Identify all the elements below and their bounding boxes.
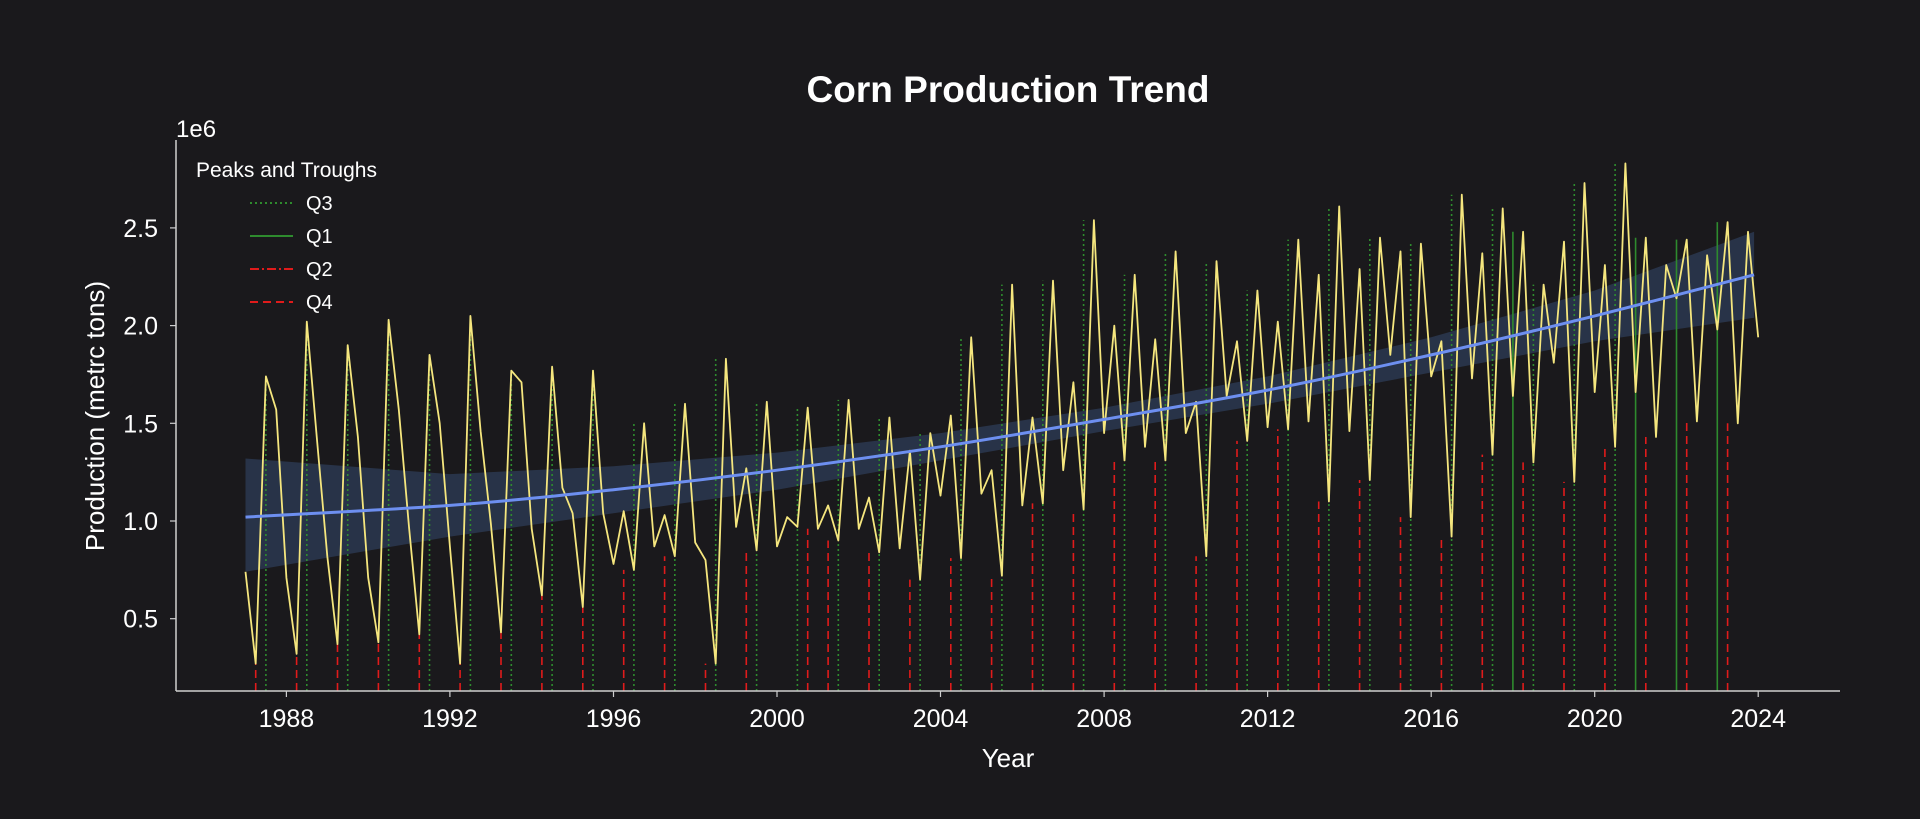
legend-label-q3: Q3 xyxy=(306,193,333,215)
x-tick-label: 2016 xyxy=(1403,705,1459,733)
x-tick-label: 1992 xyxy=(422,705,478,733)
trend-line xyxy=(245,273,1755,519)
legend-label-q4: Q4 xyxy=(306,292,333,314)
trend-line-layer xyxy=(245,273,1755,519)
x-axis-label: Year xyxy=(982,743,1035,773)
confidence-band-layer xyxy=(245,231,1755,572)
chart-title: Corn Production Trend xyxy=(807,69,1210,110)
x-axis-ticks: 1988 1992 1996 2000 2004 2008 2012 2016 2020 2024 xyxy=(259,691,1786,733)
y-tick-label: 1.0 xyxy=(123,508,158,536)
x-tick-label: 1996 xyxy=(586,705,642,733)
x-tick-label: 2012 xyxy=(1240,705,1296,733)
legend: Peaks and Troughs Q3 Q1 Q2 Q4 xyxy=(196,159,377,314)
y-axis-ticks: 0.5 1.0 1.5 2.0 2.5 xyxy=(123,215,176,634)
legend-title: Peaks and Troughs xyxy=(196,159,377,182)
legend-label-q2: Q2 xyxy=(306,259,333,281)
production-series-line xyxy=(244,162,1760,665)
peak-trough-marker-layer xyxy=(254,163,1729,691)
y-tick-label: 2.0 xyxy=(123,313,158,341)
confidence-band xyxy=(245,231,1755,572)
x-tick-label: 2020 xyxy=(1567,705,1623,733)
x-tick-label: 1988 xyxy=(259,705,315,733)
production-line-layer xyxy=(244,162,1760,665)
x-tick-label: 2004 xyxy=(913,705,969,733)
x-tick-label: 2000 xyxy=(749,705,805,733)
x-tick-label: 2024 xyxy=(1730,705,1786,733)
y-axis-label: Production (metrc tons) xyxy=(80,281,110,551)
y-tick-label: 2.5 xyxy=(123,215,158,243)
y-tick-label: 0.5 xyxy=(123,606,158,634)
y-tick-label: 1.5 xyxy=(123,410,158,438)
x-tick-label: 2008 xyxy=(1076,705,1132,733)
y-axis-multiplier: 1e6 xyxy=(176,116,216,143)
legend-label-q1: Q1 xyxy=(306,226,333,248)
